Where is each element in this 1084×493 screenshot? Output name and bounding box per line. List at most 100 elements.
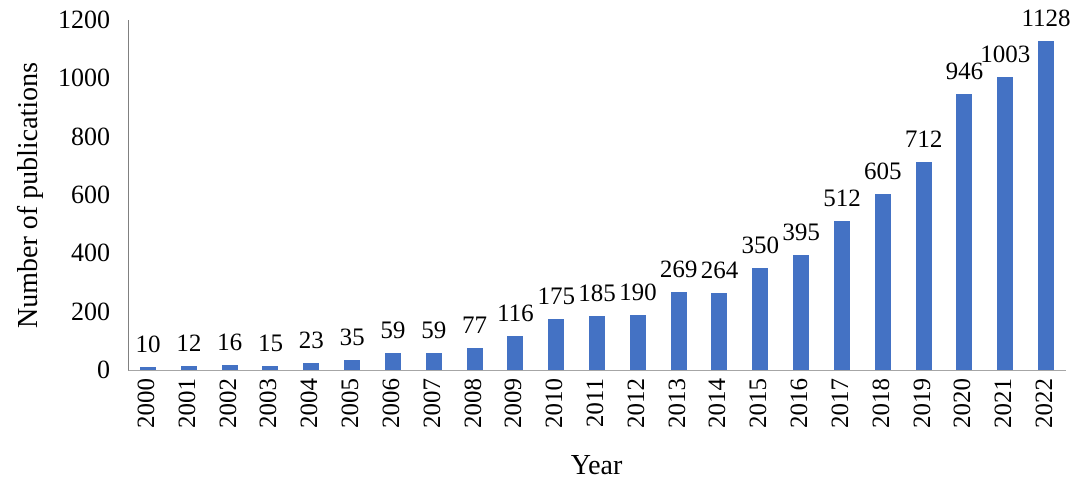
y-tick-label-800: 800 (71, 121, 110, 151)
plot-area: 10 12 16 15 23 35 59 59 77 116 175 185 190 269 264 350 3… (128, 6, 1071, 371)
x-tick-label-2008: 2008 (460, 378, 488, 438)
x-tick-label-text: 2003 (255, 378, 283, 428)
bar-value-label-2006: 59 (380, 317, 406, 344)
bar-value-label-2009: 116 (497, 300, 534, 327)
x-tick-label-text: 2007 (418, 378, 446, 428)
y-tick-label-0: 0 (97, 355, 110, 384)
x-tick-label-2006: 2006 (378, 378, 406, 438)
x-tick-label-2015: 2015 (745, 378, 773, 438)
bar-value-label-2017: 512 (823, 185, 861, 212)
x-tick-label-text: 2004 (296, 378, 324, 428)
bar-2009 (507, 336, 524, 370)
x-tick-label-text: 2015 (745, 378, 773, 428)
x-tick-label-text: 2019 (908, 378, 936, 428)
bar-2003 (262, 366, 279, 370)
x-tick-label-text: 2014 (704, 378, 732, 428)
x-tick-label-text: 2008 (459, 378, 487, 428)
bar-value-label-2019: 712 (904, 126, 943, 153)
bar-2004 (303, 363, 320, 370)
bar-value-label-2001: 12 (176, 330, 202, 357)
x-tick-label-2011: 2011 (582, 378, 610, 438)
x-tick-label-2010: 2010 (541, 378, 569, 438)
bar-value-label-2022: 1128 (1021, 5, 1071, 32)
bar-2002 (221, 365, 238, 370)
x-tick-label-2019: 2019 (909, 378, 937, 438)
bar-value-label-2000: 10 (135, 331, 161, 358)
bar-2011 (589, 316, 606, 370)
y-tick-label-200: 200 (71, 296, 110, 326)
x-tick-label-2020: 2020 (949, 378, 977, 438)
x-tick-label-2022: 2022 (1031, 378, 1059, 438)
x-tick-label-2012: 2012 (623, 378, 651, 438)
bar-value-label-2013: 269 (659, 256, 698, 283)
bar-value-label-2018: 605 (864, 158, 902, 185)
x-tick-label-2000: 2000 (133, 378, 161, 438)
bar-value-label-2015: 350 (741, 232, 780, 259)
bar-2007 (425, 353, 442, 370)
x-axis-title-text: Year (570, 450, 623, 481)
bar-2014 (711, 293, 728, 370)
x-tick-label-text: 2021 (990, 378, 1018, 428)
bar-value-label-2020: 946 (945, 58, 984, 85)
bar-value-label-2014: 264 (700, 257, 739, 284)
x-tick-label-text: 2005 (337, 378, 365, 428)
y-tick-label-1200: 1200 (58, 5, 110, 34)
x-tick-label-2018: 2018 (868, 378, 896, 438)
x-tick-label-2005: 2005 (337, 378, 365, 438)
x-tick-label-text: 2013 (663, 378, 691, 428)
x-tick-label-2002: 2002 (215, 378, 243, 438)
bar-2016 (793, 255, 810, 370)
x-tick-label-2001: 2001 (174, 378, 202, 438)
x-tick-label-text: 2018 (867, 378, 895, 428)
x-tick-label-text: 2012 (622, 378, 650, 428)
x-tick-label-text: 2006 (377, 378, 405, 428)
x-tick-label-2003: 2003 (255, 378, 283, 438)
x-tick-label-text: 2017 (826, 378, 854, 428)
bar-value-label-2012: 190 (619, 279, 657, 306)
x-tick-label-2004: 2004 (296, 378, 324, 438)
bar-value-label-2016: 395 (782, 219, 820, 246)
bar-value-label-2005: 35 (339, 324, 365, 351)
bar-value-label-2004: 23 (298, 327, 324, 354)
bar-2012 (629, 315, 646, 370)
x-tick-label-2013: 2013 (664, 378, 692, 438)
bar-value-label-2011: 185 (578, 280, 616, 307)
x-tick-label-text: 2001 (173, 378, 201, 428)
bar-2020 (956, 94, 973, 370)
x-tick-label-2021: 2021 (990, 378, 1018, 438)
bar-2006 (384, 353, 401, 370)
x-tick-label-2016: 2016 (786, 378, 814, 438)
bar-2001 (180, 366, 197, 370)
x-tick-label-text: 2010 (541, 378, 569, 428)
bar-value-label-2021: 1003 (980, 41, 1031, 68)
bar-2010 (548, 319, 565, 370)
x-tick-label-2007: 2007 (419, 378, 447, 438)
bar-2017 (833, 221, 850, 370)
bar-2000 (140, 367, 156, 370)
x-tick-label-text: 2020 (949, 378, 977, 428)
bar-2013 (670, 292, 687, 370)
bar-2015 (752, 268, 769, 370)
bar-value-label-2007: 59 (421, 317, 447, 344)
x-tick-label-text: 2022 (1031, 378, 1059, 428)
bar-2021 (997, 77, 1014, 370)
x-tick-label-text: 2002 (214, 378, 242, 428)
x-tick-label-text: 2016 (786, 378, 814, 428)
bar-value-label-2008: 77 (462, 312, 488, 339)
bar-2022 (1038, 41, 1055, 370)
bar-value-label-2002: 16 (217, 329, 243, 356)
x-tick-label-2009: 2009 (500, 378, 528, 438)
bar-2008 (466, 348, 483, 370)
x-tick-label-text: 2000 (133, 378, 160, 428)
bar-2005 (344, 360, 361, 370)
y-tick-label-1000: 1000 (58, 63, 110, 93)
bar-2019 (915, 162, 932, 370)
bar-value-label-2010: 175 (537, 283, 575, 310)
y-tick-label-400: 400 (71, 238, 110, 268)
y-tick-label-600: 600 (71, 180, 110, 209)
x-tick-label-text: 2011 (582, 378, 610, 428)
x-axis-title: Year (128, 450, 1065, 482)
bar-2018 (874, 194, 891, 370)
bar-value-label-2003: 15 (257, 330, 283, 357)
